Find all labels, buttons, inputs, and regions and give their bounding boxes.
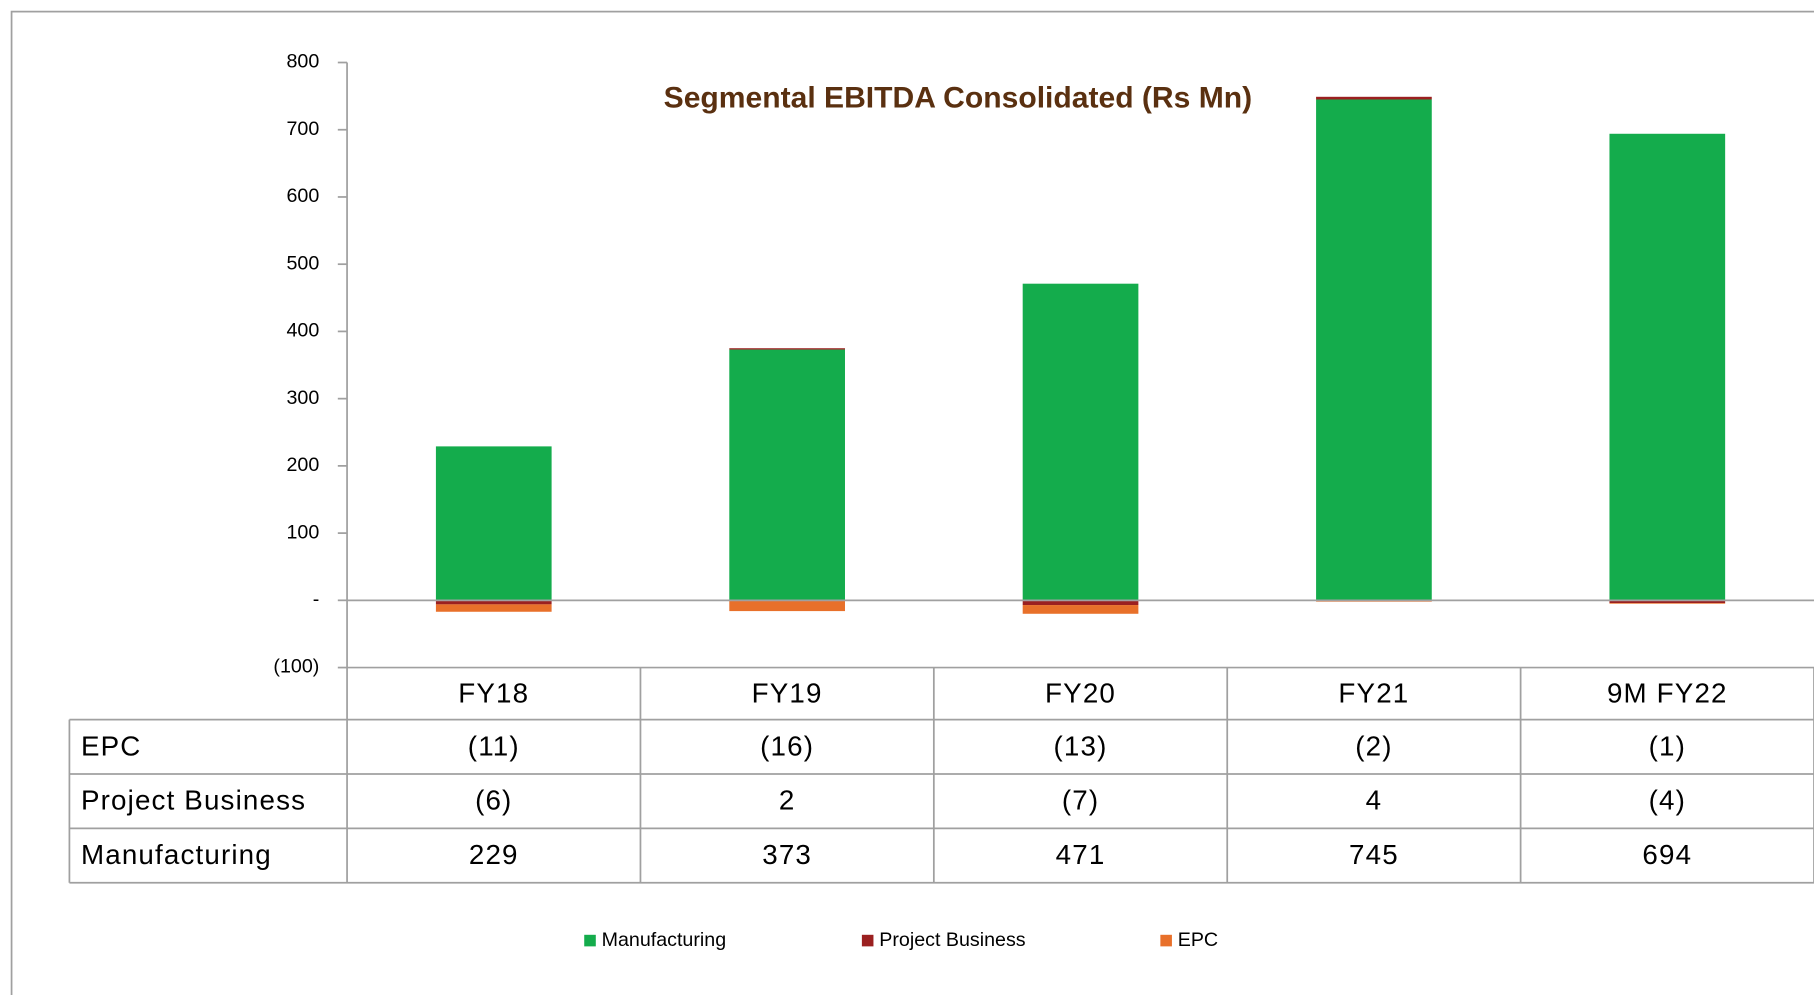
legend-label: Manufacturing — [602, 929, 727, 951]
y-tick-label: 800 — [287, 51, 320, 73]
legend-swatch — [584, 934, 596, 947]
table-value: 2 — [779, 785, 796, 816]
table-value: 373 — [762, 839, 812, 870]
bar — [1609, 603, 1726, 604]
table-value: (13) — [1054, 730, 1108, 761]
y-tick-label: - — [313, 589, 320, 611]
legend-swatch — [1160, 934, 1172, 947]
bar — [1022, 600, 1139, 606]
x-tick-label: 9M FY22 — [1607, 678, 1728, 709]
table-value: 471 — [1056, 839, 1106, 870]
table-value: 745 — [1349, 839, 1399, 870]
table-value: (2) — [1355, 730, 1392, 761]
y-tick-label: 400 — [287, 320, 320, 342]
row-label: Project Business — [81, 785, 306, 816]
x-tick-label: FY18 — [458, 678, 529, 709]
x-tick-label: FY21 — [1338, 678, 1409, 709]
y-tick-label: 300 — [287, 387, 320, 409]
row-label: EPC — [81, 730, 142, 761]
bar — [1609, 600, 1726, 604]
legend-label: Project Business — [879, 929, 1026, 951]
chart-title: Segmental EBITDA Consolidated (Rs Mn) — [664, 81, 1252, 114]
legend-label: EPC — [1178, 929, 1218, 951]
y-tick-label: 500 — [287, 252, 320, 274]
table-value: 4 — [1366, 785, 1383, 816]
y-tick-label: 700 — [287, 118, 320, 140]
row-label: Manufacturing — [81, 839, 272, 870]
chart-border — [10, 10, 1814, 995]
table-value: (1) — [1649, 730, 1686, 761]
y-tick-label: (100) — [273, 656, 319, 678]
bar — [1609, 133, 1726, 601]
bar — [435, 446, 552, 601]
bar — [1316, 99, 1432, 601]
bar — [1022, 283, 1139, 601]
bar — [729, 348, 845, 350]
bar — [435, 600, 552, 605]
table-value: 694 — [1642, 839, 1692, 870]
y-tick-label: 200 — [287, 454, 320, 476]
bar — [1022, 605, 1139, 614]
table-value: (4) — [1649, 785, 1686, 816]
bar — [729, 349, 845, 601]
y-tick-label: 600 — [287, 185, 320, 207]
bar — [1316, 96, 1432, 100]
table-value: (6) — [475, 785, 512, 816]
table-value: 229 — [469, 839, 519, 870]
bar — [435, 604, 552, 612]
table-value: (7) — [1062, 785, 1099, 816]
y-tick-label: 100 — [287, 521, 320, 543]
bar — [729, 600, 845, 612]
legend-swatch — [861, 934, 874, 947]
table-value: (16) — [760, 730, 814, 761]
x-tick-label: FY19 — [752, 678, 823, 709]
x-tick-label: FY20 — [1045, 678, 1116, 709]
table-value: (11) — [468, 730, 520, 761]
